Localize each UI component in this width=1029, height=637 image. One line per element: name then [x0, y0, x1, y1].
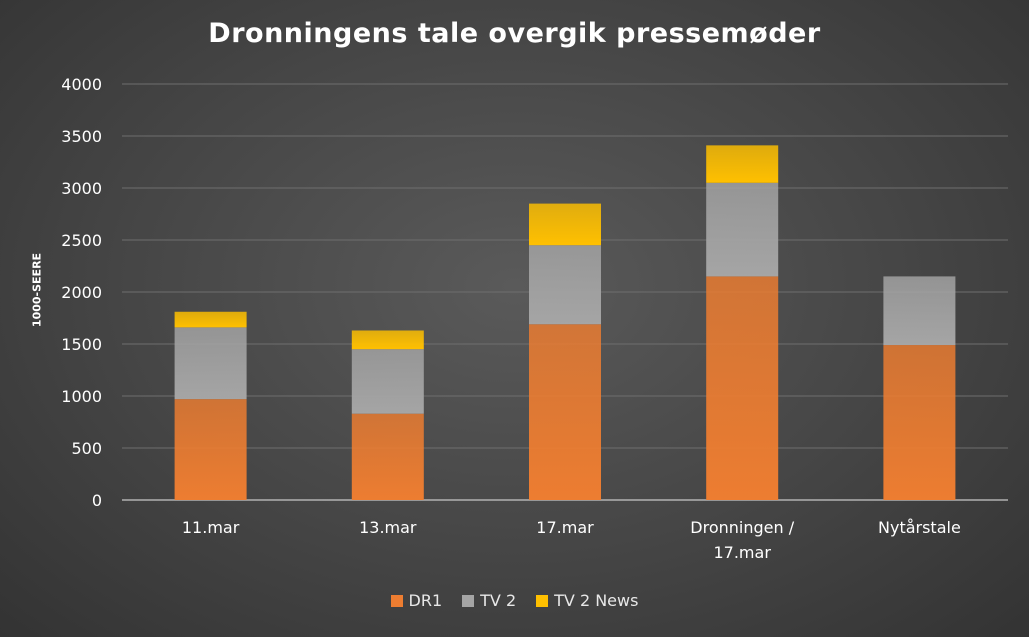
bar-dr1: [706, 276, 779, 500]
bar-tv-2: [174, 327, 247, 400]
x-tick-label: 17.mar: [713, 543, 771, 562]
bar-dr1: [174, 399, 247, 500]
x-tick-label: Nytårstale: [878, 518, 961, 537]
y-tick-label: 1000: [61, 387, 102, 406]
bar-tv-2: [883, 276, 956, 346]
legend-swatch: [536, 594, 549, 607]
y-tick-label: 1500: [61, 335, 102, 354]
legend-item: TV 2 News: [536, 591, 638, 610]
bar-tv-2-news: [351, 330, 424, 350]
y-tick-label: 3500: [61, 127, 102, 146]
y-tick-label: 500: [71, 439, 102, 458]
y-tick-label: 4000: [61, 75, 102, 94]
bar-tv-2-news: [529, 203, 601, 246]
legend-item: DR1: [390, 591, 443, 610]
y-tick-label: 3000: [61, 179, 102, 198]
bar-tv-2: [351, 349, 424, 414]
legend: DR1 TV 2 TV 2 News: [0, 591, 1029, 610]
x-tick-label: Dronningen /: [690, 518, 794, 537]
y-tick-label: 0: [92, 491, 102, 510]
legend-label: TV 2 News: [554, 591, 639, 610]
bar-dr1: [883, 345, 956, 500]
x-tick-label: 17.mar: [536, 518, 594, 537]
legend-label: DR1: [408, 591, 443, 610]
y-tick-label: 2000: [61, 283, 102, 302]
y-tick-label: 2500: [61, 231, 102, 250]
bar-dr1: [529, 324, 601, 500]
bar-tv-2-news: [706, 145, 779, 183]
chart-title: Dronningens tale overgik pressemøder: [208, 18, 821, 49]
bar-dr1: [351, 413, 424, 500]
bar-tv-2-news: [174, 311, 247, 328]
bar-tv-2: [706, 182, 779, 277]
legend-swatch: [462, 594, 475, 607]
legend-label: TV 2: [480, 591, 517, 610]
x-tick-label: 11.mar: [182, 518, 240, 537]
bar-tv-2: [529, 245, 601, 325]
legend-item: TV 2: [462, 591, 516, 610]
x-tick-label: 13.mar: [359, 518, 417, 537]
legend-swatch: [390, 594, 403, 607]
